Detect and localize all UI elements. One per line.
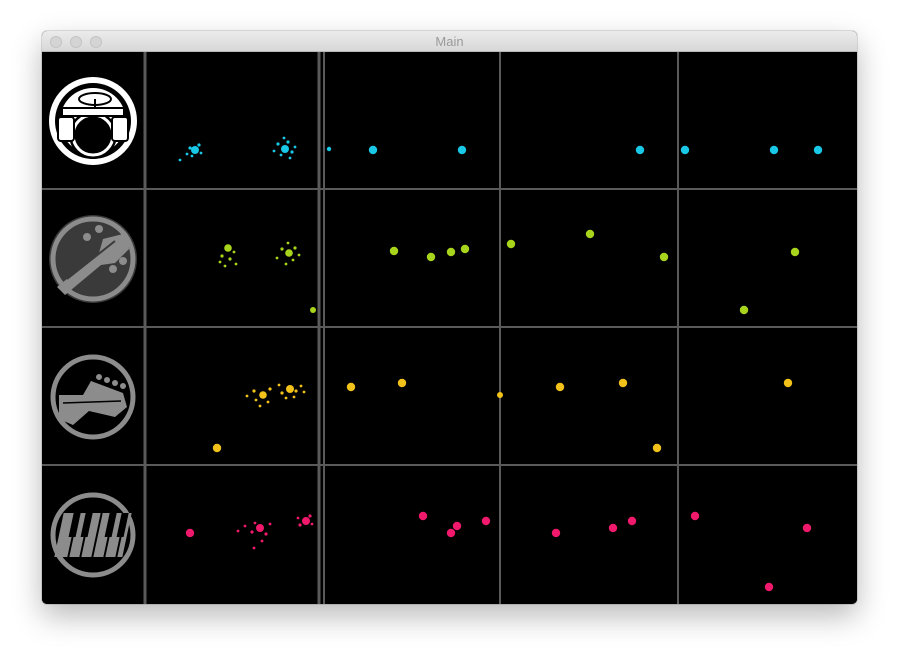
note-cluster: [286, 385, 294, 393]
sequencer-grid[interactable]: [42, 52, 857, 604]
main-window: Main: [42, 31, 857, 604]
minimize-button[interactable]: [70, 36, 82, 48]
guitar-notes[interactable]: [212, 378, 793, 453]
sequencer-board[interactable]: [42, 52, 857, 604]
note-cluster: [224, 244, 232, 252]
bass-notes[interactable]: [218, 229, 800, 315]
note-cluster: [191, 146, 199, 154]
keys-notes[interactable]: [185, 511, 812, 592]
bass-guitar-headstock-icon[interactable]: [49, 215, 137, 303]
close-button[interactable]: [50, 36, 62, 48]
electric-guitar-headstock-icon[interactable]: [49, 353, 137, 441]
note-cluster: [285, 249, 293, 257]
drums-notes[interactable]: [178, 136, 823, 162]
title-bar[interactable]: Main: [42, 31, 857, 52]
zoom-button[interactable]: [90, 36, 102, 48]
note-cluster: [302, 517, 310, 525]
window-title: Main: [435, 34, 464, 49]
note-cluster: [281, 145, 289, 153]
note-cluster: [259, 391, 267, 399]
grid-lines: [42, 52, 857, 604]
piano-keys-icon[interactable]: [49, 491, 137, 579]
drum-kit-icon[interactable]: [49, 77, 137, 165]
note-cluster: [256, 524, 264, 532]
